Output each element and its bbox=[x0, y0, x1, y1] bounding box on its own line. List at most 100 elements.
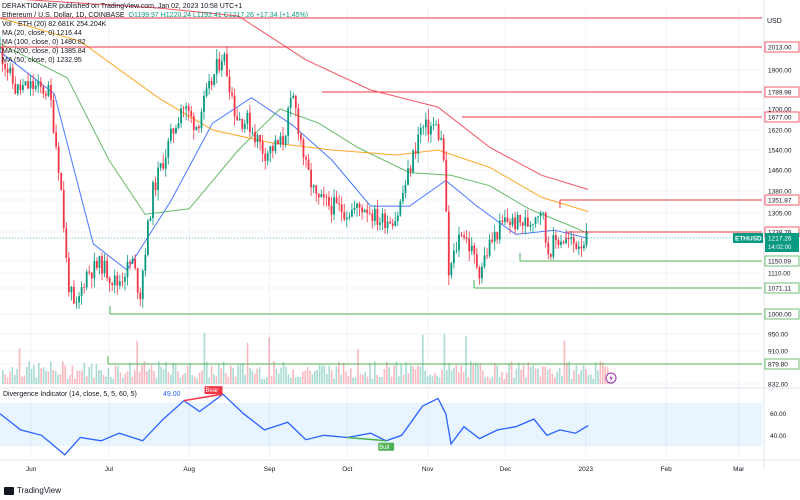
volume-bar bbox=[261, 378, 263, 384]
volume-bar bbox=[304, 370, 306, 384]
volume-bar bbox=[386, 361, 388, 384]
volume-bar bbox=[446, 369, 448, 384]
candle-body bbox=[118, 281, 121, 286]
candle-body bbox=[491, 239, 494, 242]
level-price-tag bbox=[764, 111, 800, 123]
volume-bar bbox=[290, 377, 292, 384]
volume-bar bbox=[587, 374, 590, 384]
volume-bar bbox=[556, 371, 558, 384]
volume-bar bbox=[484, 377, 486, 384]
candle-body bbox=[0, 46, 1, 50]
volume-bar bbox=[530, 366, 532, 384]
volume-bar bbox=[436, 375, 438, 384]
bear-divergence-line bbox=[183, 393, 224, 402]
candle-body bbox=[218, 59, 221, 71]
bull-divergence-line bbox=[347, 436, 387, 442]
volume-bar bbox=[117, 366, 119, 384]
candle-body bbox=[106, 260, 108, 278]
candle-body bbox=[149, 218, 152, 221]
candle-body bbox=[317, 193, 320, 198]
brand-label: TradingView bbox=[17, 486, 62, 495]
candle-body bbox=[366, 209, 369, 214]
candle-body bbox=[307, 159, 310, 170]
volume-bar bbox=[477, 364, 479, 384]
candle-body bbox=[4, 64, 6, 70]
volume-bar bbox=[496, 365, 498, 384]
volume-bar bbox=[4, 374, 6, 384]
candle-body bbox=[402, 193, 404, 202]
volume-bar bbox=[74, 378, 76, 384]
candle-body bbox=[62, 189, 65, 229]
candle-body bbox=[562, 241, 565, 244]
candle-body bbox=[430, 125, 432, 135]
candle-body bbox=[511, 217, 514, 225]
volume-bar bbox=[35, 377, 38, 384]
tradingview-logo[interactable]: TradingView bbox=[4, 486, 61, 495]
ma20-legend[interactable]: MA (20, close, 0) 1216.44 bbox=[2, 30, 82, 37]
volume-legend[interactable]: Vol · ETH (20) 82.681K 254.204K bbox=[2, 21, 107, 28]
symbol-tag-label: ETHUSD bbox=[735, 236, 762, 243]
volume-bar bbox=[405, 361, 407, 384]
candle-body bbox=[131, 258, 134, 264]
last-price-tag bbox=[765, 233, 799, 252]
volume-bar bbox=[316, 370, 318, 384]
price-tick-label: 1110.00 bbox=[768, 271, 791, 278]
volume-bar bbox=[328, 365, 330, 384]
candle-body bbox=[404, 184, 407, 194]
candle-body bbox=[572, 237, 575, 244]
volume-bar bbox=[570, 378, 573, 384]
volume-bar bbox=[412, 366, 414, 384]
candle-body bbox=[376, 208, 379, 225]
volume-bar bbox=[410, 365, 412, 384]
divergence-indicator-pane[interactable]: Divergence Indicator (14, close, 5, 5, 6… bbox=[0, 386, 800, 456]
volume-bar bbox=[93, 377, 95, 384]
candle-body bbox=[470, 245, 473, 252]
candle-body bbox=[483, 255, 486, 267]
volume-bar bbox=[568, 361, 570, 384]
volume-bar bbox=[426, 376, 429, 384]
candle-body bbox=[343, 212, 346, 220]
candle-body bbox=[580, 246, 583, 249]
candle-body bbox=[407, 168, 409, 185]
volume-bar bbox=[441, 369, 443, 384]
volume-bar bbox=[86, 376, 88, 384]
price-tick-label: 1540.00 bbox=[768, 148, 792, 155]
volume-bar bbox=[544, 366, 546, 384]
candle-body bbox=[506, 217, 509, 223]
ma100-legend[interactable]: MA (100, close, 0) 1480.82 bbox=[2, 39, 86, 46]
volume-bar bbox=[424, 370, 426, 384]
time-axis[interactable]: Jun Jul Aug Sep Oct Nov Dec 2023 Feb Mar bbox=[0, 459, 800, 473]
candle-body bbox=[427, 119, 430, 135]
candle-body bbox=[488, 239, 491, 256]
ma50-legend[interactable]: MA (50, close, 0) 1232.95 bbox=[2, 57, 82, 64]
candle-body bbox=[486, 255, 488, 257]
volume-bar bbox=[6, 377, 9, 384]
candle-body bbox=[22, 85, 24, 90]
candle-body bbox=[195, 126, 198, 130]
volume-bar bbox=[30, 369, 33, 384]
candle-body bbox=[279, 136, 282, 145]
candle-body bbox=[1, 46, 4, 65]
candle-body bbox=[261, 141, 264, 154]
candle-body bbox=[371, 213, 374, 221]
candle-body bbox=[320, 194, 323, 198]
volume-bar bbox=[222, 361, 225, 384]
candle-body bbox=[274, 140, 277, 151]
volume-bar bbox=[551, 373, 554, 384]
candle-body bbox=[447, 211, 450, 276]
volume-bars bbox=[2, 333, 614, 384]
ma200-legend[interactable]: MA (200, close, 0) 1385.84 bbox=[2, 48, 86, 55]
candle-body bbox=[11, 67, 14, 84]
volume-bar bbox=[28, 361, 30, 384]
candle-body bbox=[373, 208, 376, 221]
candle-body bbox=[557, 240, 560, 245]
volume-bar bbox=[330, 370, 333, 384]
volume-bar bbox=[335, 366, 338, 384]
candle-body bbox=[583, 245, 585, 249]
volume-bar bbox=[563, 340, 566, 384]
candle-body bbox=[208, 81, 210, 89]
volume-bar bbox=[306, 366, 309, 384]
candle-body bbox=[353, 207, 356, 210]
